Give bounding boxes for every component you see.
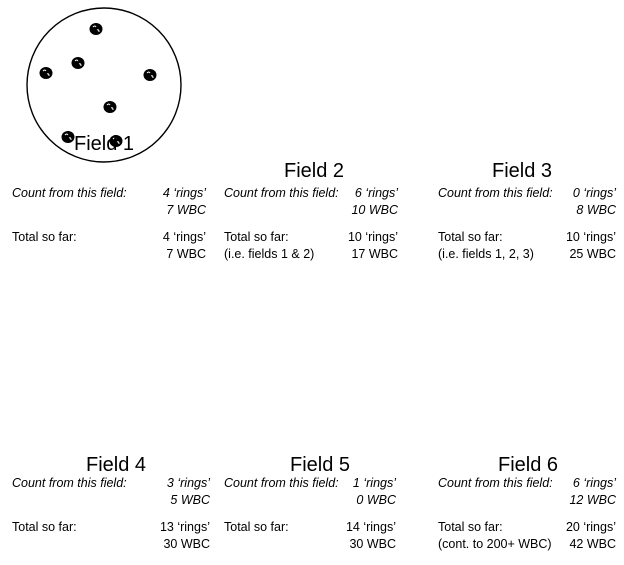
- field-6-total-note: (cont. to 200+ WBC): [438, 537, 552, 551]
- field-5-count-wbc: 0 WBC: [356, 493, 396, 507]
- field-1-view: [26, 7, 182, 163]
- field-4-count-label: Count from this field:: [12, 476, 127, 490]
- field-5-total-rings: 14 ‘rings’: [345, 520, 396, 534]
- field-4-count-rings: 3 ‘rings’: [166, 476, 210, 490]
- field-3-total-note: (i.e. fields 1, 2, 3): [438, 247, 534, 261]
- field-6-total-label: Total so far:: [438, 520, 503, 534]
- field-5-total-label: Total so far:: [224, 520, 289, 534]
- field-3-count-wbc: 8 WBC: [576, 203, 616, 217]
- field-6-total-wbc: 42 WBC: [569, 537, 616, 551]
- field-2-count-wbc: 10 WBC: [351, 203, 398, 217]
- field-5-count-rings: 1 ‘rings’: [352, 476, 396, 490]
- field-1-count-wbc: 7 WBC: [166, 203, 206, 217]
- field-6-count-wbc: 12 WBC: [569, 493, 616, 507]
- field-4-count-wbc: 5 WBC: [170, 493, 210, 507]
- field-3-total-label: Total so far:: [438, 230, 503, 244]
- field-1-count-label: Count from this field:: [12, 186, 127, 200]
- field-4-total-wbc: 30 WBC: [163, 537, 210, 551]
- field-6-total-rings: 20 ‘rings’: [565, 520, 616, 534]
- wbc-cell-icon: [143, 69, 157, 81]
- field-1-count-rings: 4 ‘rings’: [162, 186, 206, 200]
- field-2-total-wbc: 17 WBC: [351, 247, 398, 261]
- wbc-cell-icon: [109, 135, 123, 147]
- wbc-cell-icon: [103, 101, 117, 113]
- field-3-count-label: Count from this field:: [438, 186, 553, 200]
- field-6-count-rings: 6 ‘rings’: [572, 476, 616, 490]
- field-5-total-wbc: 30 WBC: [349, 537, 396, 551]
- field-3-title: Field 3: [491, 160, 553, 182]
- field-1-circle: [26, 7, 182, 163]
- field-1-title: Field 1: [73, 133, 135, 155]
- field-5-title: Field 5: [289, 454, 351, 476]
- field-4-title: Field 4: [85, 454, 147, 476]
- wbc-cell-icon: [89, 23, 103, 35]
- wbc-cell-icon: [61, 131, 75, 143]
- field-2-total-rings: 10 ‘rings’: [347, 230, 398, 244]
- field-1-total-wbc: 7 WBC: [166, 247, 206, 261]
- field-2-total-note: (i.e. fields 1 & 2): [224, 247, 315, 261]
- field-1-total-label: Total so far:: [12, 230, 77, 244]
- field-2-count-rings: 6 ‘rings’: [354, 186, 398, 200]
- field-1-total-rings: 4 ‘rings’: [162, 230, 206, 244]
- field-4-total-label: Total so far:: [12, 520, 77, 534]
- field-3-count-rings: 0 ‘rings’: [572, 186, 616, 200]
- field-3-total-wbc: 25 WBC: [569, 247, 616, 261]
- field-3-total-rings: 10 ‘rings’: [565, 230, 616, 244]
- wbc-cell-icon: [39, 67, 53, 79]
- field-6-title: Field 6: [497, 454, 559, 476]
- field-2-title: Field 2: [283, 160, 345, 182]
- field-6-count-label: Count from this field:: [438, 476, 553, 490]
- field-2-count-label: Count from this field:: [224, 186, 339, 200]
- field-5-count-label: Count from this field:: [224, 476, 339, 490]
- field-4-total-rings: 13 ‘rings’: [159, 520, 210, 534]
- field-2-total-label: Total so far:: [224, 230, 289, 244]
- wbc-cell-icon: [71, 57, 85, 69]
